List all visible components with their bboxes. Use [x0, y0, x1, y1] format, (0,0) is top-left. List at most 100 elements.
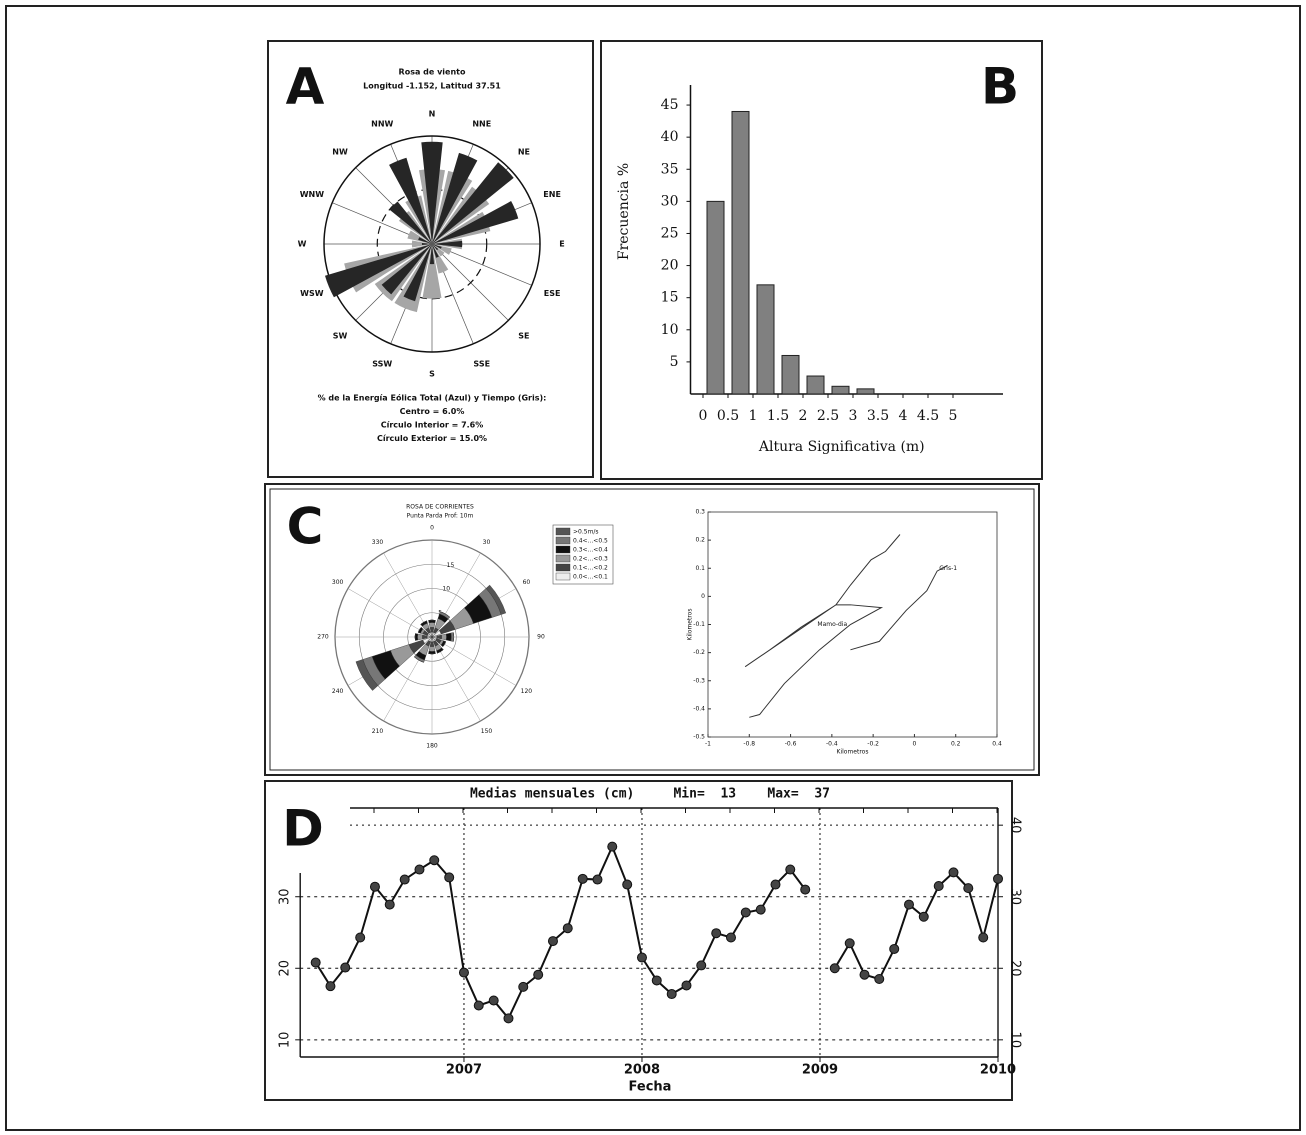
point — [963, 883, 974, 894]
panel-letter: A — [286, 58, 325, 116]
wedge — [417, 633, 423, 641]
wedge — [394, 244, 432, 313]
legend-label: 0.3<...<0.4 — [573, 547, 608, 554]
trajectory-line — [850, 564, 948, 651]
direction-label: NW — [332, 148, 348, 157]
bar — [781, 354, 800, 395]
direction-label: NNE — [472, 119, 491, 128]
annotation: Gris-1 — [939, 565, 957, 572]
point — [488, 995, 499, 1006]
x-tick-label: -0.6 — [785, 741, 797, 748]
direction-label: WNW — [300, 190, 325, 199]
angle-label: 120 — [521, 688, 533, 695]
point — [607, 841, 618, 852]
direction-label: SE — [518, 331, 529, 340]
point — [562, 923, 573, 934]
y2-tick-label: 20 — [1008, 960, 1023, 977]
direction-label: ENE — [543, 190, 561, 199]
panel-c-border — [264, 483, 1040, 776]
point — [666, 989, 677, 1000]
legend-label: 0.1<...<0.2 — [573, 565, 608, 572]
y-tick-label: 10 — [278, 1032, 293, 1049]
direction-label: W — [298, 240, 307, 249]
legend-label: 0.0<...<0.1 — [573, 574, 608, 581]
y-tick-label: 25 — [661, 225, 679, 241]
point — [948, 867, 959, 878]
legend-swatch — [555, 536, 571, 545]
x-tick-label: -0.4 — [826, 741, 838, 748]
point — [681, 980, 692, 991]
wedge — [422, 634, 428, 640]
y-tick-label: -0.3 — [693, 677, 705, 684]
panel-c-inner-border — [269, 488, 1035, 771]
y-tick-label: 45 — [661, 97, 679, 113]
point — [518, 981, 529, 992]
point — [636, 952, 647, 963]
point — [800, 884, 811, 895]
x-tick-label: -0.2 — [867, 741, 879, 748]
trajectory-line — [744, 534, 901, 718]
wedge — [428, 646, 436, 652]
wedge — [421, 141, 443, 244]
wedge — [324, 244, 432, 298]
chart-subtitle: Longitud -1.152, Latitud 37.51 — [363, 82, 501, 91]
wedge — [403, 244, 432, 302]
wedge — [432, 244, 452, 255]
y-tick-label: -0.2 — [693, 649, 705, 656]
wedge — [432, 244, 439, 258]
angle-label: 300 — [332, 579, 344, 586]
wedge — [422, 244, 442, 299]
direction-label: S — [429, 370, 435, 379]
chart-subtitle: Punta Parda Prof: 10m — [407, 513, 474, 520]
direction-label: SSE — [473, 360, 490, 369]
wedge — [344, 244, 432, 293]
wedge — [420, 620, 427, 625]
x-tick-label: 3.5 — [867, 408, 889, 424]
legend-label: 0.4<...<0.5 — [573, 538, 608, 545]
point — [918, 911, 929, 922]
x-tick-label: 1 — [749, 408, 758, 424]
wedge — [405, 195, 432, 244]
bar — [706, 200, 725, 395]
wedge — [432, 240, 463, 248]
point — [503, 1013, 514, 1024]
panel-b-border — [600, 40, 1043, 480]
point — [310, 957, 321, 968]
angle-label: 240 — [332, 688, 344, 695]
y2-tick-label: 40 — [1008, 817, 1023, 834]
chart-title: Rosa de viento — [399, 68, 466, 77]
point — [740, 907, 751, 918]
wedge — [432, 152, 478, 244]
point — [696, 960, 707, 971]
angle-label: 270 — [317, 634, 329, 641]
direction-label: NE — [518, 148, 530, 157]
point — [533, 969, 544, 980]
spoke — [347, 588, 433, 638]
wedge — [421, 242, 432, 246]
y-tick-label: 10 — [661, 322, 679, 338]
point — [369, 881, 380, 892]
legend-label: >0.5m/s — [573, 529, 599, 536]
ring — [376, 188, 488, 300]
x-tick-label: 2.5 — [817, 408, 839, 424]
x-tick-label: 0.4 — [992, 741, 1002, 748]
legend-swatch — [555, 572, 571, 581]
wedge — [432, 244, 449, 274]
bar — [856, 388, 875, 395]
point — [755, 904, 766, 915]
point — [473, 1000, 484, 1011]
y-axis-label: Kilometros — [687, 609, 694, 641]
direction-label: SW — [333, 331, 348, 340]
angle-label: 0 — [430, 525, 434, 532]
legend-swatch — [555, 554, 571, 563]
outer-border — [5, 5, 1301, 1131]
y-tick-label: 20 — [661, 258, 679, 274]
direction-label: SSW — [372, 360, 392, 369]
chart-title: Medias mensuales (cm) Min= 13 Max= 37 — [470, 787, 830, 802]
y-tick-label: 15 — [661, 290, 679, 306]
point — [844, 938, 855, 949]
point — [711, 928, 722, 939]
legend-swatch — [555, 527, 571, 536]
plot-frame — [707, 511, 998, 738]
wedge — [429, 244, 435, 265]
